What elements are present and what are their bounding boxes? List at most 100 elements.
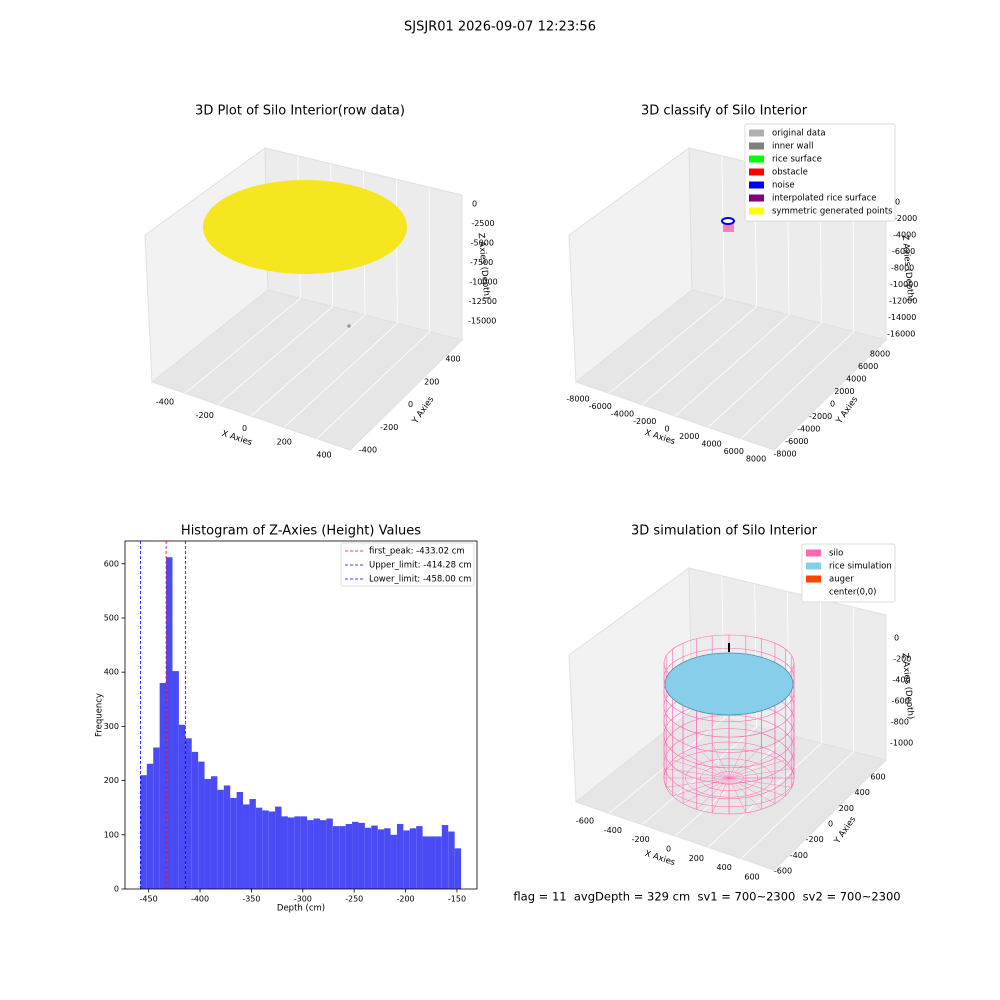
panel-3d: 3D simulation of Silo Interior -600 -400 -2… xyxy=(568,524,916,882)
z-tick-label: -10000 xyxy=(890,280,918,289)
pane-grid xyxy=(852,607,855,752)
y-tick-label: 400 xyxy=(104,668,119,677)
x-tick-label: -250 xyxy=(345,895,363,904)
z-tick-label: 0 xyxy=(894,634,899,643)
axis-label: X Axies xyxy=(643,428,676,447)
legend-swatch xyxy=(749,142,764,150)
legend-label: obstacle xyxy=(772,168,808,178)
point-cloud xyxy=(203,180,407,274)
silo-floor-wire xyxy=(666,777,730,788)
z-tick-label: -5000 xyxy=(471,239,494,248)
y-tick-label: 0 xyxy=(830,400,835,409)
silo-floor-wire xyxy=(728,777,792,788)
legend-swatch xyxy=(806,549,821,557)
legend-label: Lower_limit: -458.00 cm xyxy=(369,575,471,585)
silo-floor-wire xyxy=(728,768,792,779)
bar xyxy=(429,836,436,889)
bar xyxy=(262,810,269,889)
bar xyxy=(275,806,282,889)
z-tick-label: -7500 xyxy=(470,258,493,267)
pane-grid xyxy=(217,306,333,405)
footer: flag = 11 avgDepth = 329 cm sv1 = 700~23… xyxy=(513,890,900,904)
z-tick-label: -4000 xyxy=(893,231,916,240)
point xyxy=(347,324,351,328)
bar xyxy=(198,761,205,889)
bar xyxy=(217,789,224,889)
legend-label: noise xyxy=(772,181,795,191)
bar xyxy=(313,818,320,889)
pane-grid xyxy=(608,718,725,814)
panel-3d: 3D classify of Silo Interior-8000-6000-4… xyxy=(566,104,918,464)
pane-grid xyxy=(787,591,790,736)
y-tick-label: 100 xyxy=(104,830,119,839)
pane-grid xyxy=(674,734,790,837)
z-tick-label: -200 xyxy=(893,655,911,664)
legend-label: symmetric generated points xyxy=(772,207,893,217)
z-tick-label: -2500 xyxy=(471,219,494,228)
legend-label: auger xyxy=(829,575,854,585)
bar xyxy=(364,827,372,889)
bar xyxy=(307,820,314,889)
x-tick-label: -600 xyxy=(576,817,594,826)
z-tick-label: -8000 xyxy=(891,264,914,273)
pane-grid xyxy=(674,314,790,417)
legend-label: rice simulation xyxy=(829,562,892,572)
z-tick-label: -10000 xyxy=(469,278,497,287)
legend-swatch xyxy=(749,155,764,163)
bar xyxy=(454,848,462,889)
bar xyxy=(166,557,173,889)
y-tick-label: -200 xyxy=(380,423,398,432)
pane-grid xyxy=(641,306,757,405)
x-tick-label: 0 xyxy=(664,425,669,434)
y-tick-label: 400 xyxy=(855,788,870,797)
y-tick-label: -2000 xyxy=(809,412,832,421)
bar xyxy=(371,825,378,889)
bar xyxy=(281,816,288,889)
silo-floor-wire xyxy=(682,777,730,804)
legend-label: original data xyxy=(772,129,826,139)
pane-grid xyxy=(819,599,822,744)
z-tick-label: 0 xyxy=(472,200,477,209)
panel-title: 3D classify of Silo Interior xyxy=(641,104,808,119)
bar xyxy=(140,775,147,889)
bar xyxy=(204,778,211,889)
legend-label: first_peak: -433.02 cm xyxy=(369,547,465,557)
silo-floor-wire xyxy=(666,768,730,779)
axis-label: Y Axies xyxy=(834,394,861,426)
silo-floor-wire xyxy=(728,777,776,804)
legend-swatch xyxy=(749,194,764,202)
y-tick-label: 400 xyxy=(445,355,460,364)
z-tick-label: -600 xyxy=(892,697,910,706)
axis-label: X Axies xyxy=(643,849,676,868)
legend-label: rice surface xyxy=(772,155,822,165)
silo-floor-wire xyxy=(711,777,730,813)
legend-label: silo xyxy=(829,549,843,559)
x-tick-label: -200 xyxy=(632,835,650,844)
bar xyxy=(223,785,231,889)
x-tick-label: -200 xyxy=(196,411,214,420)
figure-title: SJSJR01 2026-09-07 12:23:56 xyxy=(404,20,596,35)
x-tick-label: 400 xyxy=(316,451,331,460)
x-tick-label: 4000 xyxy=(701,440,721,449)
bar xyxy=(358,822,365,889)
pane-grid xyxy=(184,298,301,394)
silo-ring xyxy=(663,728,795,799)
z-tick-label: -2000 xyxy=(894,214,917,223)
y-tick-label: 200 xyxy=(104,776,119,785)
x-tick-label: 8000 xyxy=(746,455,766,464)
pane-grid xyxy=(740,331,854,439)
bar xyxy=(191,751,199,889)
bar xyxy=(448,831,455,889)
histogram: Histogram of Z-Axies (Height) Values -450… xyxy=(95,524,478,914)
x-tick-label: -2000 xyxy=(633,417,656,426)
x-tick-label: 200 xyxy=(689,854,704,863)
silo-floor-ring xyxy=(699,764,759,792)
axis-label: Z Axies (Depth) xyxy=(900,652,916,719)
x-tick-label: 600 xyxy=(744,873,759,882)
axis-label: Y Axies xyxy=(410,394,437,426)
pane-grid xyxy=(428,187,431,332)
axis-label: Y Axies xyxy=(832,814,859,846)
rice-surface xyxy=(664,652,794,716)
bar xyxy=(249,799,256,889)
